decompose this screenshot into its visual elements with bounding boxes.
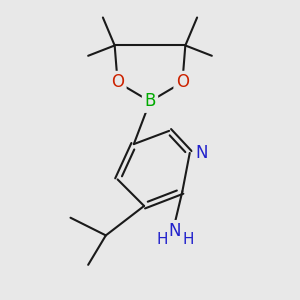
Text: N: N	[195, 144, 208, 162]
Text: B: B	[144, 92, 156, 110]
Text: H: H	[156, 232, 167, 247]
Text: H: H	[182, 232, 194, 247]
Text: O: O	[176, 73, 189, 91]
Text: O: O	[111, 73, 124, 91]
Text: N: N	[169, 222, 181, 240]
